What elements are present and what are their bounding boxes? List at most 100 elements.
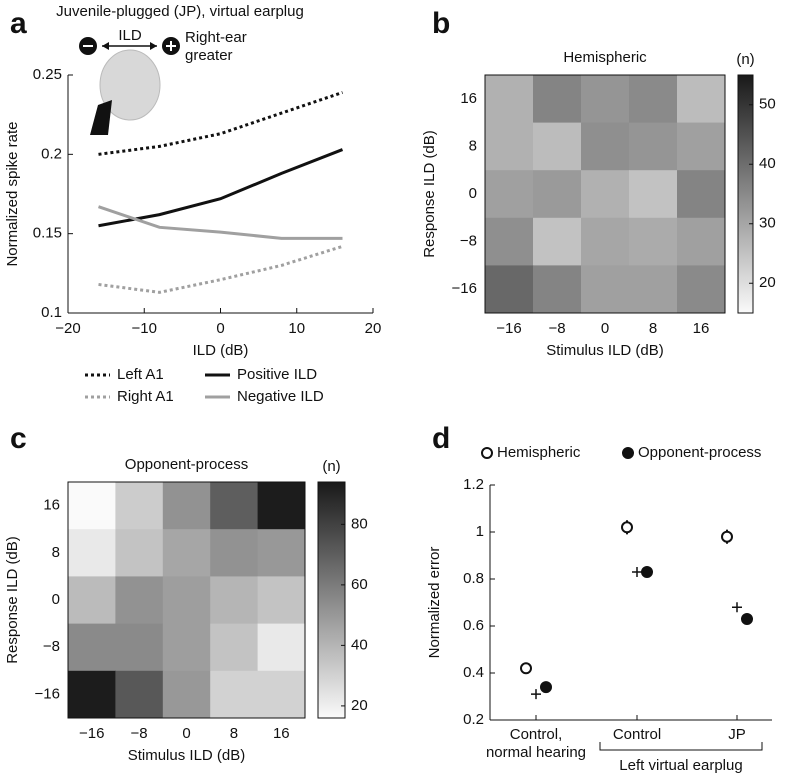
x-tick-label: −20 bbox=[55, 320, 80, 337]
dot-marker bbox=[721, 530, 733, 543]
heatmap-cell bbox=[581, 265, 630, 314]
colorbar bbox=[737, 74, 754, 314]
y-tick-label: 16 bbox=[43, 497, 60, 514]
heatmap-cell bbox=[485, 217, 534, 266]
heatmap-cell bbox=[115, 623, 164, 672]
colorbar-tick-label: 40 bbox=[351, 636, 368, 653]
x-tick-label: Control bbox=[612, 726, 662, 743]
ild-icon bbox=[79, 37, 180, 135]
annotation: Right-ear bbox=[185, 29, 247, 46]
y-axis-label: Normalized spike rate bbox=[4, 121, 21, 266]
x-axis-label: Stimulus ILD (dB) bbox=[128, 747, 246, 764]
x-tick-label: −16 bbox=[79, 725, 104, 742]
x-axis-label: Stimulus ILD (dB) bbox=[546, 342, 664, 359]
dot-marker bbox=[520, 662, 532, 675]
heatmap-cell bbox=[115, 670, 164, 719]
x-tick-label: 8 bbox=[230, 725, 238, 742]
y-tick-label: 0.15 bbox=[33, 225, 62, 242]
y-axis-label: Response ILD (dB) bbox=[4, 536, 21, 664]
y-tick-label: 0.8 bbox=[463, 570, 484, 587]
x-tick-label: −8 bbox=[131, 725, 148, 742]
heatmap-cell bbox=[257, 529, 306, 577]
colorbar-tick-label: 50 bbox=[759, 96, 776, 113]
heatmap-cell bbox=[677, 75, 726, 124]
heatmap-cell bbox=[677, 265, 726, 314]
heatmap-cell bbox=[162, 623, 211, 672]
series-line bbox=[98, 205, 343, 240]
heatmap-cell bbox=[257, 482, 306, 530]
chart-title: Opponent-process bbox=[125, 456, 248, 473]
y-tick-label: 1 bbox=[476, 523, 484, 540]
heatmap-cell bbox=[257, 670, 306, 719]
heatmap-cell bbox=[533, 75, 582, 124]
heatmap-cell bbox=[629, 217, 678, 266]
x-tick-label: 0 bbox=[601, 320, 609, 337]
colorbar-tick-label: 40 bbox=[759, 155, 776, 172]
series-line bbox=[98, 244, 343, 294]
x-tick-label: 0 bbox=[216, 320, 224, 337]
chart-title: Hemispheric bbox=[563, 49, 647, 66]
legend-marker bbox=[481, 447, 493, 459]
chart-title: Juvenile-plugged (JP), virtual earplug bbox=[56, 3, 304, 20]
dot-marker bbox=[621, 521, 633, 534]
y-tick-label: 0 bbox=[469, 185, 477, 202]
dot-marker bbox=[540, 681, 552, 694]
heatmap-cell bbox=[677, 122, 726, 171]
x-tick-label: −16 bbox=[496, 320, 521, 337]
dot-marker bbox=[741, 612, 753, 625]
panel-label: c bbox=[10, 422, 27, 455]
colorbar bbox=[317, 481, 346, 719]
x-tick-label: −10 bbox=[132, 320, 157, 337]
y-tick-label: −16 bbox=[35, 685, 60, 702]
y-tick-label: −8 bbox=[43, 638, 60, 655]
y-tick-label: 8 bbox=[52, 544, 60, 561]
heatmap-cell bbox=[533, 265, 582, 314]
heatmap-cell bbox=[68, 576, 116, 625]
x-tick-label: 16 bbox=[693, 320, 710, 337]
legend-label: Left A1 bbox=[117, 366, 164, 383]
heatmap-cell bbox=[485, 265, 534, 314]
y-tick-label: 8 bbox=[469, 137, 477, 154]
y-tick-label: 0.1 bbox=[41, 304, 62, 321]
heatmap-cell bbox=[162, 482, 211, 530]
y-axis-label: Normalized error bbox=[426, 547, 443, 659]
x-tick-label: 20 bbox=[365, 320, 382, 337]
panel-label: b bbox=[432, 7, 450, 40]
heatmap-cell bbox=[533, 217, 582, 266]
x-tick-label: 0 bbox=[182, 725, 190, 742]
panel-label: d bbox=[432, 422, 450, 455]
heatmap-cell bbox=[629, 265, 678, 314]
colorbar-tick-label: 20 bbox=[351, 697, 368, 714]
heatmap-cell bbox=[677, 217, 726, 266]
group-bracket bbox=[599, 742, 763, 751]
y-tick-label: 0.2 bbox=[41, 145, 62, 162]
legend-label: Hemispheric bbox=[497, 444, 581, 461]
y-tick-label: 0.2 bbox=[463, 711, 484, 728]
heatmap-cell bbox=[68, 623, 116, 672]
heatmap-cell bbox=[581, 75, 630, 124]
colorbar-tick-label: 60 bbox=[351, 576, 368, 593]
heatmap-cell bbox=[210, 529, 259, 577]
colorbar-tick-label: 80 bbox=[351, 515, 368, 532]
colorbar-tick-label: 20 bbox=[759, 274, 776, 291]
heatmap-cell bbox=[115, 529, 164, 577]
colorbar-label: (n) bbox=[322, 458, 340, 475]
heatmap-cell bbox=[677, 170, 726, 219]
heatmap-cell bbox=[629, 170, 678, 219]
heatmap-cell bbox=[533, 170, 582, 219]
plus-marker bbox=[732, 602, 742, 613]
y-tick-label: −8 bbox=[460, 233, 477, 250]
group-label: Left virtual earplug bbox=[619, 757, 742, 774]
x-axis-label: ILD (dB) bbox=[193, 342, 249, 359]
x-tick-label: 10 bbox=[288, 320, 305, 337]
legend-label: Negative ILD bbox=[237, 388, 324, 405]
heatmap-cell bbox=[581, 217, 630, 266]
heatmap-cell bbox=[581, 122, 630, 171]
legend-marker bbox=[622, 447, 634, 459]
y-tick-label: 0 bbox=[52, 591, 60, 608]
plus-marker bbox=[531, 689, 541, 700]
series-line bbox=[98, 148, 344, 228]
x-tick-label: 16 bbox=[273, 725, 290, 742]
